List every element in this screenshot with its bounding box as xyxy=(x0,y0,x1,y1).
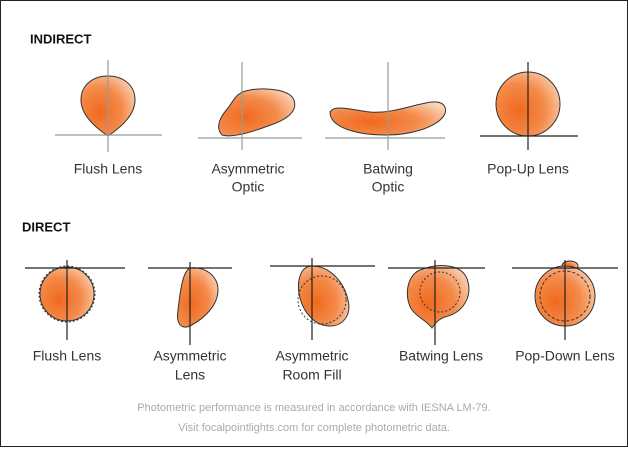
indirect-icons xyxy=(55,60,578,152)
item-label: Asymmetric xyxy=(211,161,284,177)
direct-icons xyxy=(25,258,618,345)
footer-note: Visit focalpointlights.com for complete … xyxy=(178,422,450,434)
item-label: Flush Lens xyxy=(33,348,101,364)
item-label: Room Fill xyxy=(282,367,341,383)
section-heading: DIRECT xyxy=(22,219,70,234)
diagram: INDIRECT Flush Lens Asymmetric Optic Bat… xyxy=(0,0,628,447)
item-label: Optic xyxy=(232,179,265,195)
item-label: Asymmetric xyxy=(275,348,348,364)
item-label: Pop-Down Lens xyxy=(515,348,615,364)
item-label: Batwing Lens xyxy=(399,348,483,364)
item-label: Lens xyxy=(175,367,205,383)
item-label: Pop-Up Lens xyxy=(487,161,569,177)
item-label: Flush Lens xyxy=(74,161,142,177)
footer-note: Photometric performance is measured in a… xyxy=(137,402,490,414)
section-heading: INDIRECT xyxy=(30,31,91,46)
item-label: Asymmetric xyxy=(153,348,226,364)
item-label: Batwing xyxy=(363,161,413,177)
item-label: Optic xyxy=(372,179,405,195)
